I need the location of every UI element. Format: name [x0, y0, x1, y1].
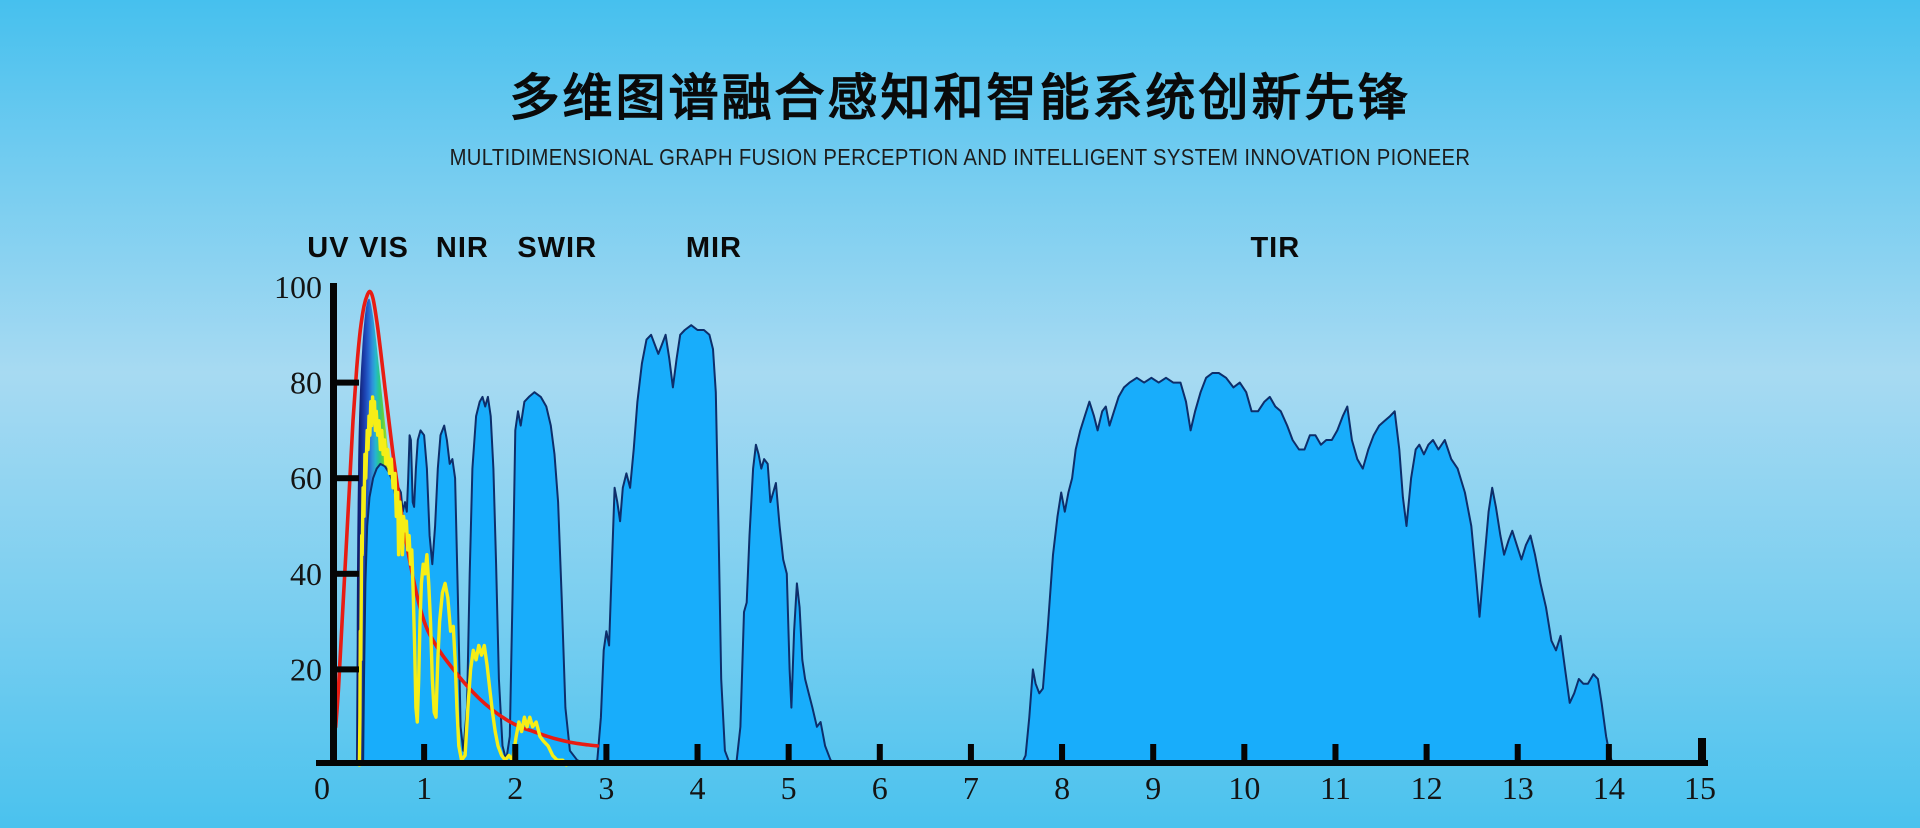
x-tick-label: 2 — [507, 770, 523, 806]
x-tick — [1332, 744, 1339, 761]
x-tick-label: 3 — [598, 770, 614, 806]
band-label-tir: TIR — [1250, 232, 1300, 264]
x-tick-label: 6 — [872, 770, 888, 806]
band-label-mir: MIR — [686, 232, 742, 264]
band-label-uv: UV — [307, 232, 349, 264]
y-tick — [337, 666, 359, 673]
y-tick — [337, 570, 359, 577]
x-tick-label: 1 — [416, 770, 432, 806]
x-tick — [1605, 744, 1612, 761]
y-tick-label: 20 — [290, 651, 322, 687]
x-tick — [1423, 744, 1430, 761]
x-axis — [316, 760, 1708, 766]
y-tick — [337, 475, 359, 482]
x-tick-label: 5 — [781, 770, 797, 806]
y-tick — [337, 379, 359, 386]
band-label-vis: VIS — [359, 232, 409, 264]
y-tick-label: 80 — [290, 365, 322, 401]
x-axis-end-cap — [1698, 738, 1706, 764]
x-tick-label: 7 — [963, 770, 979, 806]
x-tick — [967, 744, 974, 761]
x-tick — [1514, 744, 1521, 761]
x-tick — [512, 744, 519, 761]
x-tick — [1059, 744, 1066, 761]
atmospheric-transmission-area — [362, 324, 1615, 766]
x-tick-label: 14 — [1593, 770, 1625, 806]
x-tick-label: 9 — [1145, 770, 1161, 806]
x-tick-label: 4 — [690, 770, 706, 806]
x-tick — [694, 744, 701, 761]
x-tick-label: 8 — [1054, 770, 1070, 806]
x-tick — [785, 744, 792, 761]
ground-solar-irradiance-curve — [357, 395, 568, 767]
x-tick — [603, 744, 610, 761]
x-tick — [1150, 744, 1157, 761]
band-label-swir: SWIR — [517, 232, 597, 264]
x-tick-label: 10 — [1228, 770, 1260, 806]
y-tick-label: 100 — [274, 269, 322, 305]
y-axis — [330, 283, 337, 766]
x-tick-label: 0 — [314, 770, 330, 806]
x-tick-label: 13 — [1502, 770, 1534, 806]
x-tick-label: 15 — [1684, 770, 1716, 806]
y-tick-label: 60 — [290, 460, 322, 496]
y-tick-label: 40 — [290, 556, 322, 592]
x-tick — [1241, 744, 1248, 761]
x-tick — [876, 744, 883, 761]
x-tick — [421, 744, 428, 761]
x-tick-label: 11 — [1320, 770, 1351, 806]
band-label-nir: NIR — [436, 232, 489, 264]
x-tick-label: 12 — [1411, 770, 1443, 806]
